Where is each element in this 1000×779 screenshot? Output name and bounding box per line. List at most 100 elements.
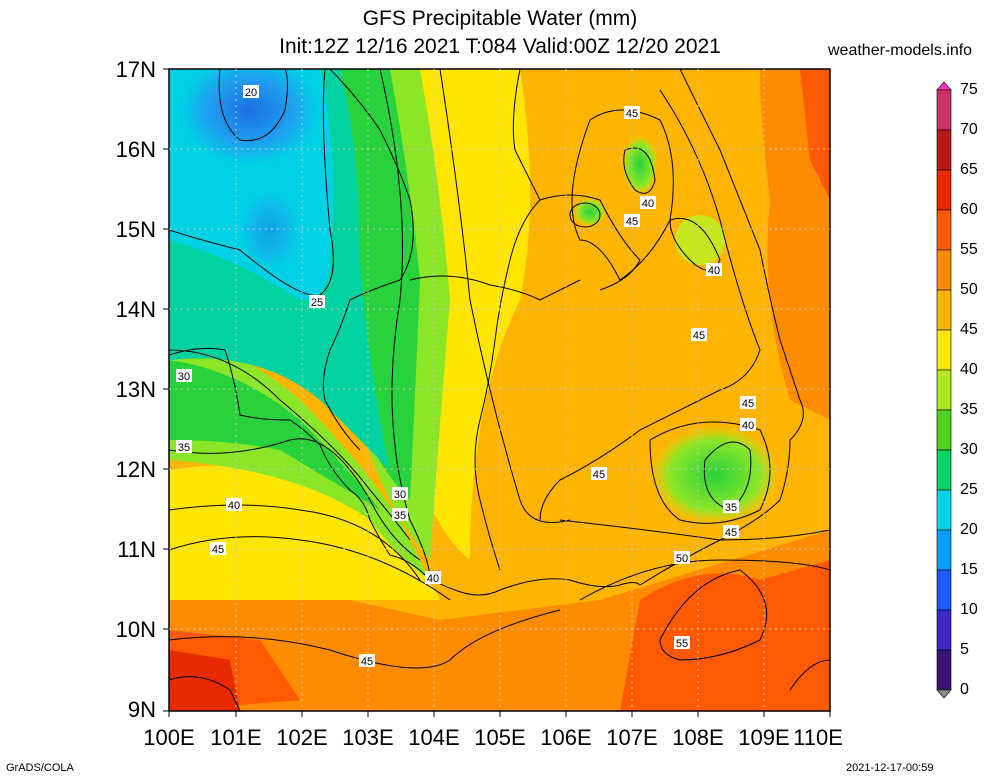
contour-label-bg [392, 487, 408, 500]
lon-label-103e: 103E [342, 725, 394, 750]
colorbar-label: 50 [960, 281, 978, 298]
contour-label: 40 [742, 420, 754, 432]
colorbar-label: 10 [960, 601, 978, 618]
colorbar-label: 45 [960, 321, 978, 338]
footer-timestamp: 2021-12-17-00:59 [846, 762, 934, 774]
contour-label: 45 [742, 398, 754, 410]
contour-label: 45 [626, 216, 638, 228]
footer-credit: GrADS/COLA [6, 762, 74, 774]
contour-label: 35 [725, 502, 737, 514]
contour-label: 20 [245, 87, 257, 99]
contour-label: 25 [311, 297, 323, 309]
contour-label-bg [691, 328, 707, 341]
colorbar-label: 20 [960, 521, 978, 538]
colorbar-label: 30 [960, 441, 978, 458]
contour-label-bg [243, 85, 259, 98]
contour-label: 55 [676, 638, 688, 650]
graticule [169, 69, 830, 711]
colorbar-swatch [936, 249, 952, 291]
contour-label-bg [740, 418, 756, 431]
lat-label-17n: 17N [115, 57, 156, 82]
colorbar-swatch [936, 409, 952, 451]
lon-label-100e: 100E [143, 725, 195, 750]
lon-label-101e: 101E [210, 725, 262, 750]
contour-label-bg [226, 498, 242, 511]
contour-label: 50 [676, 553, 688, 565]
colorbar-label: 35 [960, 401, 978, 418]
contour-label-bg [674, 551, 690, 564]
colorbar-swatch [936, 489, 952, 531]
lon-label-106e: 106E [540, 725, 592, 750]
contour-label: 30 [178, 371, 190, 383]
lat-label-10n: 10N [115, 617, 156, 642]
lat-label-12n: 12N [115, 457, 156, 482]
map-title-line2: Init:12Z 12/16 2021 T:084 Valid:00Z 12/2… [279, 35, 721, 58]
lon-label-104e: 104E [408, 725, 460, 750]
colorbar [936, 81, 952, 699]
colorbar-swatch [936, 289, 952, 331]
contour-label-bg [624, 106, 640, 119]
contour-label-bg [359, 654, 375, 667]
colorbar-top-arrow [936, 81, 952, 91]
lon-label-102e: 102E [276, 725, 328, 750]
colorbar-label: 60 [960, 201, 978, 218]
contour-label-bg [591, 467, 607, 480]
colorbar-label: 55 [960, 241, 978, 258]
lat-label-13n: 13N [115, 377, 156, 402]
lat-label-14n: 14N [115, 297, 156, 322]
contour-label-bg [309, 295, 325, 308]
colorbar-swatch [936, 609, 952, 651]
contour-label: 40 [427, 573, 439, 585]
colorbar-label: 70 [960, 121, 978, 138]
colorbar-swatch [936, 129, 952, 171]
colorbar-swatch [936, 369, 952, 411]
lon-label-107e: 107E [606, 725, 658, 750]
contour-label-bg [425, 571, 441, 584]
colorbar-label: 0 [960, 681, 969, 698]
contour-label: 40 [228, 500, 240, 512]
lon-label-109e: 109E [738, 725, 790, 750]
contour-label: 45 [725, 527, 737, 539]
colorbar-swatch [936, 449, 952, 491]
contour-label: 30 [394, 489, 406, 501]
lat-label-9n: 9N [127, 697, 156, 722]
contour-label: 35 [394, 510, 406, 522]
lat-label-15n: 15N [115, 217, 156, 242]
contour-label-bg [392, 508, 408, 521]
contour-label-bg [210, 542, 226, 555]
colorbar-label: 25 [960, 481, 978, 498]
map-title-line1: GFS Precipitable Water (mm) [362, 7, 638, 30]
contour-label-bg [723, 525, 739, 538]
site-name: weather-models.info [828, 42, 973, 59]
colorbar-swatch [936, 329, 952, 371]
lat-label-11n: 11N [117, 537, 156, 562]
colorbar-swatch [936, 209, 952, 251]
lat-label-16n: 16N [115, 137, 156, 162]
contour-label: 45 [593, 469, 605, 481]
contour-lines [169, 69, 830, 711]
lon-label-108e: 108E [672, 725, 724, 750]
contour-label-bg [674, 636, 690, 649]
contour-label-bg [723, 500, 739, 513]
contour-label: 35 [178, 442, 190, 454]
colorbar-swatch [936, 649, 952, 691]
contour-label: 40 [708, 265, 720, 277]
contour-label: 45 [626, 108, 638, 120]
contour-label: 45 [361, 656, 373, 668]
contour-label: 45 [212, 544, 224, 556]
contour-labels: 20 25 30 35 40 45 30 35 40 45 45 40 45 40 45 45 40 35 45 50… [176, 85, 756, 668]
contour-label-bg [176, 440, 192, 453]
colorbar-label: 75 [960, 81, 978, 98]
colorbar-label: 40 [960, 361, 978, 378]
colorbar-swatch [936, 169, 952, 211]
lon-label-105e: 105E [474, 725, 526, 750]
colorbar-label: 65 [960, 161, 978, 178]
colorbar-label: 15 [960, 561, 978, 578]
contour-label-bg [640, 196, 656, 209]
contour-label-bg [176, 369, 192, 382]
axis-ticks [163, 68, 831, 717]
lon-label-110e: 110E [793, 725, 843, 750]
contour-label-bg [706, 263, 722, 276]
colorbar-swatch [936, 89, 952, 131]
